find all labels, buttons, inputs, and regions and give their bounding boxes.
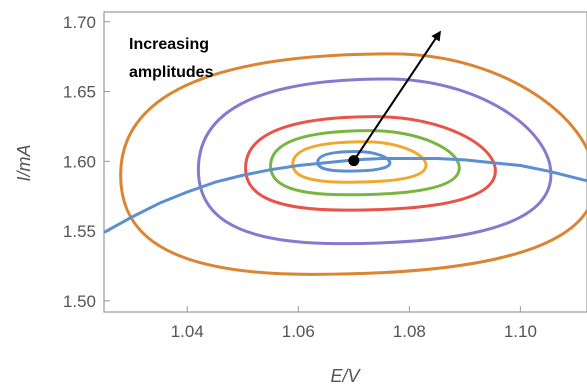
limit-cycle-3 bbox=[244, 115, 497, 212]
x-tick-label-2: 1.08 bbox=[393, 322, 426, 341]
annotation-line-2: amplitudes bbox=[129, 64, 214, 81]
y-tick-label-1: 1.55 bbox=[63, 222, 96, 241]
y-axis-label: I/mA bbox=[14, 144, 34, 181]
y-axis-label-text: I/mA bbox=[14, 144, 34, 181]
y-tick-label-3: 1.65 bbox=[63, 83, 96, 102]
x-tick-label-1: 1.06 bbox=[282, 322, 315, 341]
overlay bbox=[348, 30, 441, 167]
annotation: Increasing amplitudes bbox=[129, 36, 214, 81]
limit-cycle-5 bbox=[119, 52, 587, 276]
limit-cycle-2 bbox=[269, 129, 461, 197]
plot-curves bbox=[104, 52, 587, 276]
fixed-point-marker bbox=[348, 155, 360, 167]
y-tick-label-0: 1.50 bbox=[63, 292, 96, 311]
amplitude-arrow bbox=[352, 30, 441, 162]
x-tick-label-0: 1.04 bbox=[171, 322, 204, 341]
x-axis-label: E/V bbox=[330, 366, 361, 386]
nullcline-curve bbox=[104, 157, 587, 234]
limit-cycle-4 bbox=[196, 77, 553, 246]
x-tick-label-3: 1.10 bbox=[504, 322, 537, 341]
x-axis-ticks: 1.04 1.06 1.08 1.10 bbox=[171, 306, 537, 341]
plot-frame bbox=[103, 11, 587, 313]
x-axis-label-text: E/V bbox=[330, 366, 361, 386]
y-tick-label-4: 1.70 bbox=[63, 13, 96, 32]
annotation-line-1: Increasing bbox=[129, 36, 209, 53]
y-axis-ticks: 1.50 1.55 1.60 1.65 1.70 bbox=[63, 13, 110, 311]
limit-cycle-1 bbox=[291, 140, 428, 184]
y-tick-label-2: 1.60 bbox=[63, 152, 96, 171]
limit-cycle-0 bbox=[316, 150, 392, 173]
